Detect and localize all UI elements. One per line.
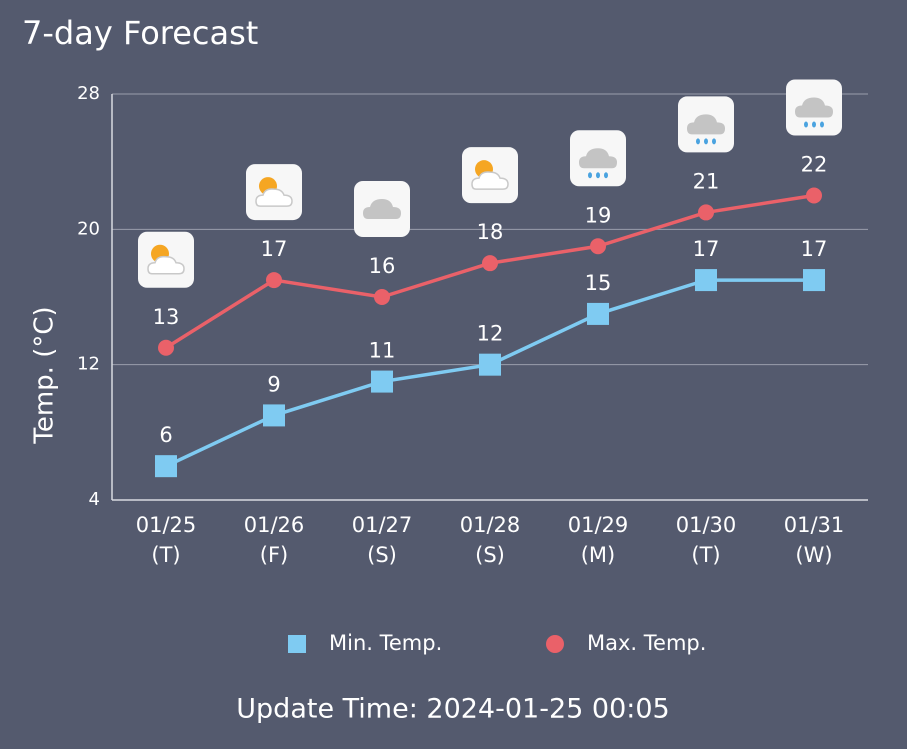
data-point: [158, 339, 174, 356]
weather-icon: [678, 96, 734, 153]
icon-cloud: [579, 148, 617, 169]
icon-drop: [812, 121, 816, 128]
x-tick-label: 01/25: [136, 513, 197, 537]
data-label: 19: [585, 203, 612, 227]
data-point: [266, 272, 282, 289]
data-label: 17: [693, 237, 720, 261]
data-point: [695, 269, 717, 292]
icon-drop: [820, 121, 824, 128]
icon-drop: [604, 172, 608, 179]
y-tick-label: 20: [77, 218, 100, 239]
y-tick-label: 4: [89, 489, 100, 510]
icon-drop: [712, 138, 716, 145]
data-point: [803, 269, 825, 292]
data-point: [155, 455, 177, 478]
data-label: 21: [693, 169, 720, 193]
x-tick-label: 01/31: [784, 513, 845, 537]
data-label: 15: [585, 271, 612, 295]
x-tick-label: (T): [691, 543, 720, 567]
data-point: [479, 353, 501, 376]
legend-marker: [546, 635, 564, 653]
icon-cloud: [255, 188, 293, 207]
icon-cloud: [687, 114, 725, 135]
y-tick-label: 12: [77, 354, 100, 375]
data-point: [587, 302, 609, 325]
data-label: 16: [369, 254, 396, 278]
legend-marker: [288, 635, 306, 653]
data-label: 6: [159, 423, 172, 447]
icon-cloud: [795, 97, 833, 118]
data-label: 12: [477, 322, 504, 346]
x-tick-label: (T): [151, 543, 180, 567]
data-point: [698, 204, 714, 221]
data-point: [806, 187, 822, 204]
icon-drop: [696, 138, 700, 145]
weather-icon: [354, 181, 410, 237]
update-time: Update Time: 2024-01-25 00:05: [236, 694, 669, 725]
weather-icon: [786, 79, 842, 136]
data-label: 22: [801, 153, 828, 177]
icon-drop: [704, 138, 708, 145]
x-tick-label: 01/27: [352, 513, 413, 537]
icon-cloud: [471, 171, 509, 190]
data-point: [374, 289, 390, 305]
x-tick-label: 01/26: [244, 513, 305, 537]
data-label: 9: [267, 372, 280, 396]
weather-icon: [246, 164, 302, 221]
data-label: 13: [153, 305, 180, 329]
data-point: [263, 404, 285, 427]
x-tick-label: 01/29: [568, 513, 629, 537]
weather-icon: [462, 147, 518, 204]
y-axis-label: Temp. (°C): [30, 306, 60, 444]
weather-icon: [138, 231, 194, 288]
data-label: 11: [369, 339, 396, 363]
x-tick-label: (S): [475, 543, 505, 567]
x-tick-label: (F): [260, 543, 288, 567]
icon-drop: [588, 172, 592, 179]
icon-cloud: [147, 255, 185, 275]
x-tick-label: (M): [581, 543, 616, 567]
icon-cloud: [363, 199, 401, 219]
y-tick-label: 28: [77, 83, 100, 104]
legend-label: Min. Temp.: [329, 631, 442, 655]
data-point: [482, 255, 498, 272]
weather-icon: [570, 130, 626, 187]
x-tick-label: (W): [795, 543, 832, 567]
x-tick-label: 01/30: [676, 513, 737, 537]
data-point: [371, 370, 393, 393]
data-point: [590, 238, 606, 255]
x-tick-label: (S): [367, 543, 397, 567]
icon-drop: [596, 172, 600, 179]
legend-label: Max. Temp.: [587, 631, 706, 655]
data-label: 17: [261, 237, 288, 261]
data-label: 18: [477, 220, 504, 244]
x-tick-label: 01/28: [460, 513, 521, 537]
data-label: 17: [801, 237, 828, 261]
chart-title: 7-day Forecast: [22, 14, 258, 52]
icon-drop: [804, 121, 808, 128]
